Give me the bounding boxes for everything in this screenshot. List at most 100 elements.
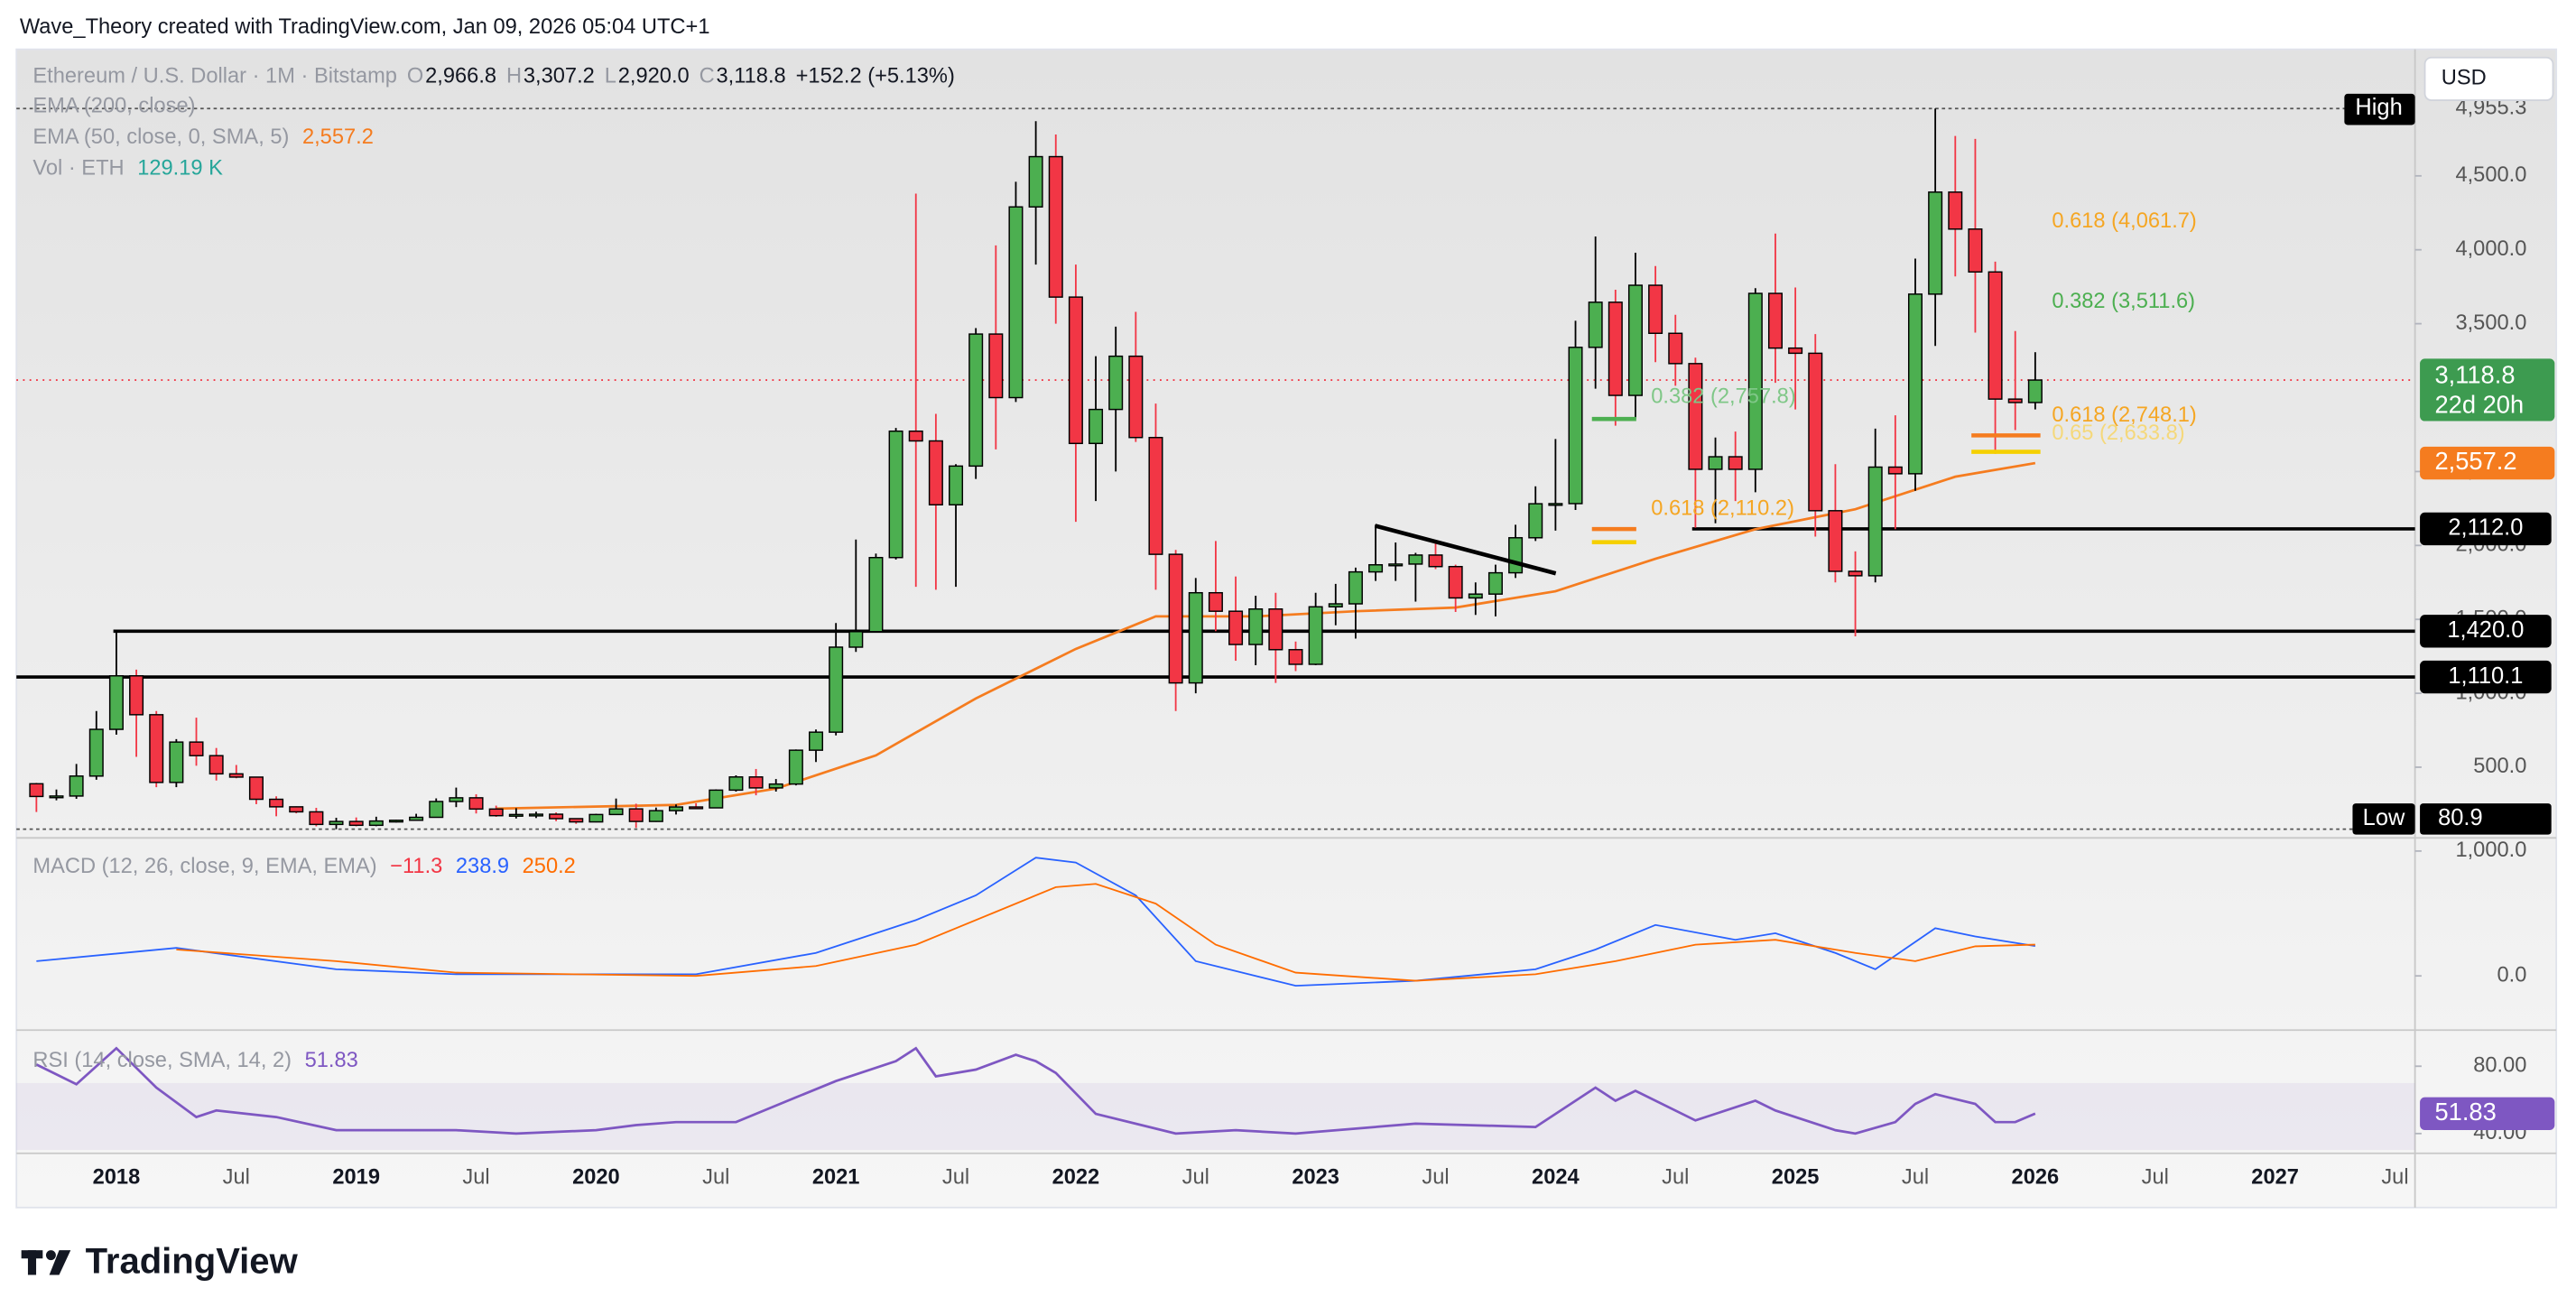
x-tick-label: Jul xyxy=(1182,1165,1209,1189)
rsi-line xyxy=(35,1046,2036,1135)
low-value: 80.9 xyxy=(2438,805,2483,830)
low-box xyxy=(2352,803,2415,835)
candle-body xyxy=(888,430,903,559)
currency-button[interactable] xyxy=(2423,56,2554,101)
ohlc-value: 2,920.0 xyxy=(618,65,690,88)
candle-body xyxy=(1867,466,1883,577)
candle-body xyxy=(1788,347,1803,355)
candle-body xyxy=(169,741,184,783)
x-tick-label: Jul xyxy=(462,1165,489,1189)
ema-label: 2,557.2 xyxy=(2434,447,2516,475)
y-tick-label: 500.0 xyxy=(2473,755,2526,778)
candle-body xyxy=(528,813,543,817)
last-price-label: 3,118.8 xyxy=(2434,361,2515,389)
candle-body xyxy=(1928,191,1943,295)
macd-line xyxy=(36,857,2036,987)
fib-label: 0.382 (3,511.6) xyxy=(2052,290,2195,313)
candle-body xyxy=(1648,284,1663,334)
ema50-legend: EMA (50, close, 0, SMA, 5) 2,557.2 xyxy=(32,125,373,149)
candle-body xyxy=(129,675,144,716)
candle-body xyxy=(1887,466,1903,475)
change: +152.2 (+5.13%) xyxy=(796,65,955,88)
label: Vol · ETH xyxy=(32,157,124,181)
candle-body xyxy=(1468,593,1483,599)
x-tick-label: Jul xyxy=(2142,1165,2169,1189)
x-tick-label: 2020 xyxy=(572,1165,620,1189)
level-label: 1,420.0 xyxy=(2447,617,2524,643)
candle-body xyxy=(588,813,604,823)
candle-body xyxy=(1288,649,1303,665)
candle-body xyxy=(289,806,304,813)
symbol: Ethereum / U.S. Dollar · 1M · Bitstamp xyxy=(32,65,397,88)
candle-body xyxy=(149,714,164,783)
ohlc-key: O xyxy=(407,65,423,88)
candle-body xyxy=(829,646,844,733)
candle-body xyxy=(248,776,264,801)
low-label: Low xyxy=(2363,805,2405,830)
x-tick-label: Jul xyxy=(1902,1165,1929,1189)
high-label: High xyxy=(2355,95,2402,120)
candle-body xyxy=(1588,301,1603,348)
ohlc-value: 3,118.8 xyxy=(717,65,786,88)
y-tick-label: 4,500.0 xyxy=(2455,163,2526,187)
candle-body xyxy=(1028,155,1043,208)
candle-body xyxy=(88,728,104,777)
candle-body xyxy=(809,731,824,751)
fib-label: 0.618 (2,110.2) xyxy=(1651,497,1794,521)
candle-body xyxy=(388,820,403,823)
candle-body xyxy=(628,808,644,822)
rsi-box xyxy=(2420,1097,2555,1131)
candle-body xyxy=(228,773,244,778)
candle-body xyxy=(108,675,124,730)
candle-body xyxy=(1808,352,1823,512)
candle-body xyxy=(1487,571,1503,595)
logo xyxy=(21,1250,71,1275)
candle-body xyxy=(668,806,684,811)
candle-body xyxy=(1228,610,1244,645)
candle-body xyxy=(29,783,44,798)
fib-label: 0.618 (4,061.7) xyxy=(2052,209,2196,233)
candle-body xyxy=(449,797,464,802)
candle-body xyxy=(1568,347,1583,505)
candle-body xyxy=(329,820,344,826)
candle-body xyxy=(1248,608,1264,645)
ohlc-key: L xyxy=(605,65,616,88)
candle-body xyxy=(488,808,504,817)
trendline xyxy=(1374,524,1557,576)
label: RSI (14, close, SMA, 14, 2) xyxy=(32,1049,292,1072)
candle-body xyxy=(1268,608,1283,651)
x-tick-label: 2023 xyxy=(1292,1165,1339,1189)
candle-body xyxy=(709,789,724,809)
chart-area xyxy=(15,48,2558,1209)
brand: TradingView xyxy=(86,1241,299,1281)
level-box xyxy=(2420,512,2552,546)
candle-body xyxy=(1948,191,1963,230)
candle-body xyxy=(949,465,964,505)
countdown: 22d 20h xyxy=(2434,390,2524,418)
y-tick-label: 4,000.0 xyxy=(2455,237,2526,261)
candle-body xyxy=(1168,553,1183,684)
candle-body xyxy=(988,333,1004,399)
x-tick-label: 2018 xyxy=(93,1165,141,1189)
value: 2,557.2 xyxy=(302,125,374,149)
x-tick-label: Jul xyxy=(1662,1165,1689,1189)
macd-tick-label: 0.0 xyxy=(2497,963,2527,987)
candle-body xyxy=(1508,537,1524,574)
vol-legend: Vol · ETH 129.19 K xyxy=(32,157,223,181)
level-box xyxy=(2420,660,2552,694)
candle-body xyxy=(908,430,923,442)
candle-body xyxy=(348,820,364,827)
candle-body xyxy=(768,783,783,789)
candle-body xyxy=(1188,591,1203,684)
candle-body xyxy=(409,816,424,821)
candle-body xyxy=(1308,606,1323,665)
candle-body xyxy=(1368,564,1384,573)
label: MACD (12, 26, close, 9, EMA, EMA) xyxy=(32,855,376,878)
candle-body xyxy=(928,440,943,505)
x-tick-label: Jul xyxy=(1422,1165,1449,1189)
candle-body xyxy=(968,333,984,468)
fib-label: 0.65 (2,633.8) xyxy=(2052,422,2184,445)
candle-body xyxy=(549,813,564,820)
candle-body xyxy=(1968,228,1983,273)
